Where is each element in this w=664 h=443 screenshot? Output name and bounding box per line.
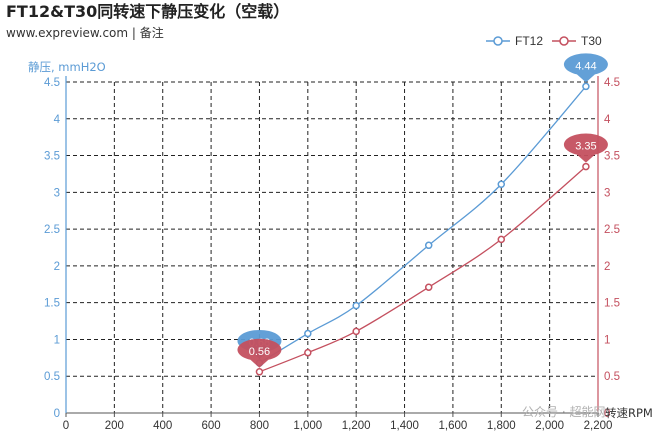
x-tick-label: 800 (250, 420, 269, 432)
legend-item-ft12[interactable]: FT12 (486, 34, 543, 48)
data-point-ft12 (582, 82, 590, 91)
x-tick-label: 400 (153, 420, 172, 432)
y-tick-label-right: 4 (604, 114, 611, 126)
data-point-ft12 (352, 301, 360, 310)
y-tick-label-left: 0.5 (44, 371, 60, 383)
y-tick-label-right: 2.5 (604, 224, 620, 236)
x-tick-label: 2,200 (584, 420, 613, 432)
y-tick-label-right: 3 (604, 187, 610, 199)
axes: 0 200 400 600 800 1,000 1,200 1,400 1,600 1,800 2,… (44, 76, 620, 432)
x-tick-label: 2,000 (535, 420, 564, 432)
data-label-t30: 3.35 (575, 141, 596, 153)
series-line-t30 (259, 166, 587, 373)
y-axis-title: 静压, mmH2O (28, 60, 106, 74)
data-label-t30: 0.56 (249, 346, 270, 358)
data-label-bubble-t30 (237, 338, 282, 368)
x-tick-label: 0 (63, 420, 69, 432)
data-point-t30 (497, 235, 506, 244)
y-tick-label-left: 2 (54, 261, 60, 273)
data-point-t30 (424, 283, 433, 291)
data-label-bubble-ft12 (563, 53, 608, 83)
data-point-t30 (304, 348, 312, 357)
x-tick-label: 600 (201, 420, 220, 432)
data-point-ft12 (424, 241, 433, 250)
y-tick-label-left: 4.5 (44, 77, 60, 89)
grid (66, 81, 599, 413)
y-tick-label-right: 2 (604, 261, 610, 273)
x-tick-label: 1,800 (487, 420, 516, 432)
legend-label-t30: T30 (581, 34, 602, 48)
legend-item-t30[interactable]: T30 (552, 34, 602, 48)
y-tick-label-right: 1.5 (604, 298, 620, 310)
legend-marker-ft12 (493, 36, 503, 46)
x-tick-label: 1,200 (342, 420, 371, 432)
data-label-ft12: 4.44 (575, 60, 596, 72)
data-point-ft12 (497, 180, 506, 188)
x-tick-label: 200 (105, 420, 124, 432)
y-tick-label-left: 3 (54, 187, 60, 199)
legend-label-ft12: FT12 (515, 34, 543, 48)
y-tick-label-right: 0 (604, 408, 610, 420)
x-tick-label: 1,400 (390, 420, 419, 432)
y-tick-label-left: 0 (54, 408, 60, 420)
data-labels: 0.684.440.563.35 (237, 53, 608, 368)
y-tick-label-right: 3.5 (604, 151, 620, 163)
x-tick-label: 1,600 (439, 420, 468, 432)
data-point-ft12 (304, 329, 312, 338)
chart-title: FT12&T30同转速下静压变化（空载） (6, 2, 289, 21)
series-line-ft12 (259, 85, 587, 364)
x-axis-title: 转速RPM (605, 406, 653, 420)
y-tick-label-right: 4.5 (604, 77, 620, 89)
legend-marker-t30 (559, 36, 569, 46)
x-tick-label: 1,000 (293, 420, 322, 432)
y-tick-label-left: 2.5 (44, 224, 60, 236)
data-point-t30 (352, 327, 360, 336)
y-tick-label-left: 1 (54, 334, 60, 346)
data-point-t30 (582, 162, 590, 171)
watermark: 公众号 · 超能网 (522, 404, 605, 419)
y-tick-label-right: 0.5 (604, 371, 620, 383)
legend[interactable]: FT12 T30 (486, 34, 602, 48)
chart-subtitle: www.expreview.com | 备注 (6, 25, 164, 40)
data-label-bubble-t30 (563, 133, 608, 163)
data-point-t30 (255, 368, 264, 376)
y-tick-label-left: 1.5 (44, 298, 60, 310)
y-tick-label-right: 1 (604, 334, 610, 346)
y-tick-label-left: 4 (54, 114, 61, 126)
y-tick-label-left: 3.5 (44, 151, 60, 163)
